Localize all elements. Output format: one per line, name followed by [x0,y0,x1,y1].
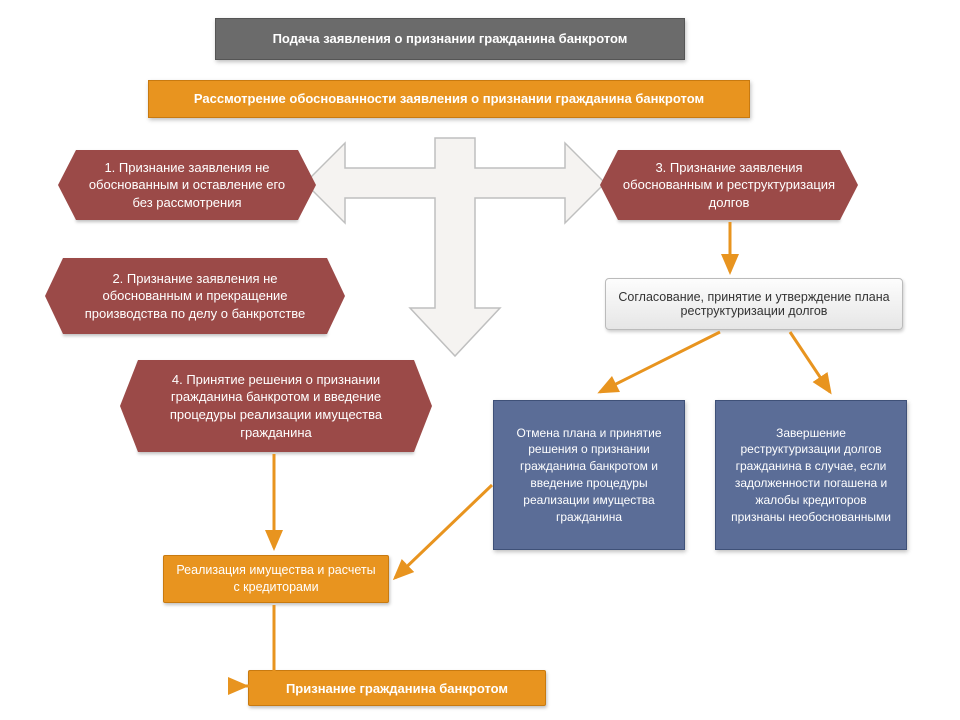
complete-text: Завершение реструктуризации долгов гражд… [728,425,894,526]
final-bankrupt-box: Признание гражданина банкротом [248,670,546,706]
node-3-founded-restructure: 3. Признание заявления обоснованным и ре… [600,150,858,220]
header-review-text: Рассмотрение обоснованности заявления о … [194,90,704,108]
realize-text: Реализация имущества и расчеты с кредито… [176,562,376,596]
header-filing: Подача заявления о признании гражданина … [215,18,685,60]
header-review: Рассмотрение обоснованности заявления о … [148,80,750,118]
node-2-text: 2. Признание заявления не обоснованным и… [67,270,323,323]
node-4-bankrupt-decision: 4. Принятие решения о признании граждани… [120,360,432,452]
cross-arrow-shape [305,128,605,358]
header-filing-text: Подача заявления о признании гражданина … [273,30,628,48]
complete-restructure-box: Завершение реструктуризации долгов гражд… [715,400,907,550]
node-3-text: 3. Признание заявления обоснованным и ре… [622,159,836,212]
plan-text: Согласование, принятие и утверждение пла… [618,290,890,318]
cancel-text: Отмена плана и принятие решения о призна… [506,425,672,526]
cancel-plan-box: Отмена плана и принятие решения о призна… [493,400,685,550]
node-4-text: 4. Принятие решения о признании граждани… [142,371,410,441]
realize-assets-box: Реализация имущества и расчеты с кредито… [163,555,389,603]
node-1-unfounded-leave: 1. Признание заявления не обоснованным и… [58,150,316,220]
plan-approval-box: Согласование, принятие и утверждение пла… [605,278,903,330]
final-text: Признание гражданина банкротом [286,681,508,696]
node-1-text: 1. Признание заявления не обоснованным и… [80,159,294,212]
node-2-unfounded-terminate: 2. Признание заявления не обоснованным и… [45,258,345,334]
